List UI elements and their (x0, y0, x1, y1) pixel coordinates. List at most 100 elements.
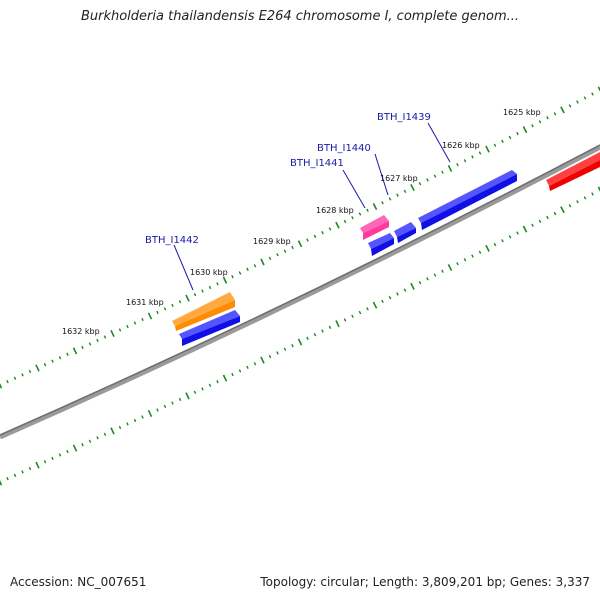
gene-bth-i1440[interactable] (394, 222, 416, 243)
inner-tick (163, 404, 167, 409)
outer-tick (35, 364, 40, 372)
inner-tick (147, 409, 153, 418)
outer-tick (591, 92, 594, 96)
inner-tick (516, 231, 519, 235)
outer-tick (147, 312, 153, 320)
outer-tick (58, 356, 62, 360)
outer-tick (201, 289, 204, 293)
outer-tick (343, 219, 347, 224)
outer-tick (28, 369, 32, 374)
inner-tick (208, 383, 212, 387)
inner-tick (306, 336, 309, 341)
inner-tick (216, 380, 219, 384)
inner-tick (441, 269, 444, 273)
outer-tick (538, 120, 542, 124)
inner-tick (21, 470, 24, 474)
inner-tick (531, 223, 534, 227)
outer-tick (456, 162, 459, 167)
inner-tick (28, 466, 32, 471)
inner-tick (133, 418, 137, 423)
outer-tick (43, 362, 47, 367)
leader-line-bth-i1441 (342, 169, 366, 209)
inner-tick (478, 250, 482, 254)
inner-tick (35, 461, 40, 469)
outer-tick (6, 380, 9, 384)
outer-tick (560, 106, 565, 114)
outer-tick (141, 317, 144, 322)
gene-bth-i1441-lower[interactable] (368, 233, 394, 256)
inner-tick (66, 449, 69, 454)
outer-tick (396, 193, 399, 197)
outer-tick (66, 352, 69, 356)
inner-tick (185, 392, 190, 400)
outer-tick (238, 271, 242, 275)
inner-tick (6, 477, 9, 481)
outer-tick (388, 197, 392, 201)
outer-tick (88, 342, 92, 346)
inner-tick (410, 282, 415, 290)
inner-tick (335, 320, 340, 328)
inner-tick (110, 427, 115, 435)
map-title: Burkholderia thailandensis E264 chromoso… (80, 9, 520, 24)
gene-bth-i1441[interactable] (360, 215, 389, 240)
outer-tick (81, 345, 84, 350)
inner-tick (358, 310, 362, 315)
outer-tick (531, 124, 534, 128)
kbp-label-1626: 1626 kbp (442, 141, 480, 150)
inner-tick (366, 307, 369, 311)
kbp-label-1631: 1631 kbp (126, 298, 164, 307)
outer-tick (297, 240, 303, 248)
outer-tick (463, 159, 467, 163)
inner-tick (238, 369, 242, 373)
inner-tick (103, 432, 107, 436)
outer-tick (276, 253, 279, 257)
outer-tick (410, 184, 415, 192)
outer-tick (426, 178, 429, 182)
outer-tick (51, 359, 54, 363)
inner-tick (388, 295, 392, 300)
inner-tick (321, 329, 324, 333)
inner-tick (313, 332, 317, 337)
gene-bth-i1439[interactable] (418, 170, 517, 230)
gene-label-bth-i1440: BTH_I1440 (317, 143, 371, 154)
outer-tick (522, 126, 528, 134)
inner-tick (72, 444, 78, 452)
outer-tick (403, 189, 407, 194)
outer-tick (133, 321, 137, 325)
inner-tick (597, 186, 600, 192)
chromosome-backbone (0, 144, 600, 440)
inner-tick (156, 408, 159, 412)
gene-right-red[interactable] (546, 152, 600, 191)
outer-tick (576, 100, 579, 104)
inner-tick (568, 204, 572, 208)
kbp-label-1627: 1627 kbp (380, 174, 418, 183)
inner-tick (178, 397, 182, 402)
gene-label-bth-i1441: BTH_I1441 (290, 158, 344, 169)
outer-tick (358, 212, 362, 216)
kbp-label-1625: 1625 kbp (503, 108, 541, 117)
outer-tick (321, 230, 324, 235)
inner-tick (493, 242, 497, 247)
outer-tick (583, 96, 587, 100)
outer-tick (508, 135, 512, 140)
gene-label-bth-i1439: BTH_I1439 (377, 112, 431, 123)
inner-tick (171, 401, 174, 405)
gene-bth-i1442-lower[interactable] (179, 310, 240, 346)
inner-tick (508, 235, 512, 239)
gene-bth-i1442[interactable] (172, 292, 235, 331)
inner-tick (538, 219, 542, 224)
inner-tick (96, 436, 99, 440)
kbp-label-1630: 1630 kbp (190, 268, 228, 277)
inner-tick (283, 347, 287, 351)
outer-tick (335, 221, 340, 229)
inner-tick (471, 254, 474, 258)
outer-tick (222, 276, 228, 284)
outer-tick (568, 104, 572, 108)
outer-tick (260, 258, 265, 266)
inner-tick (576, 200, 579, 204)
outer-tick-track (0, 86, 600, 389)
inner-tick (291, 343, 294, 348)
leader-line-bth-i1439 (427, 122, 451, 163)
outer-tick (231, 274, 234, 279)
